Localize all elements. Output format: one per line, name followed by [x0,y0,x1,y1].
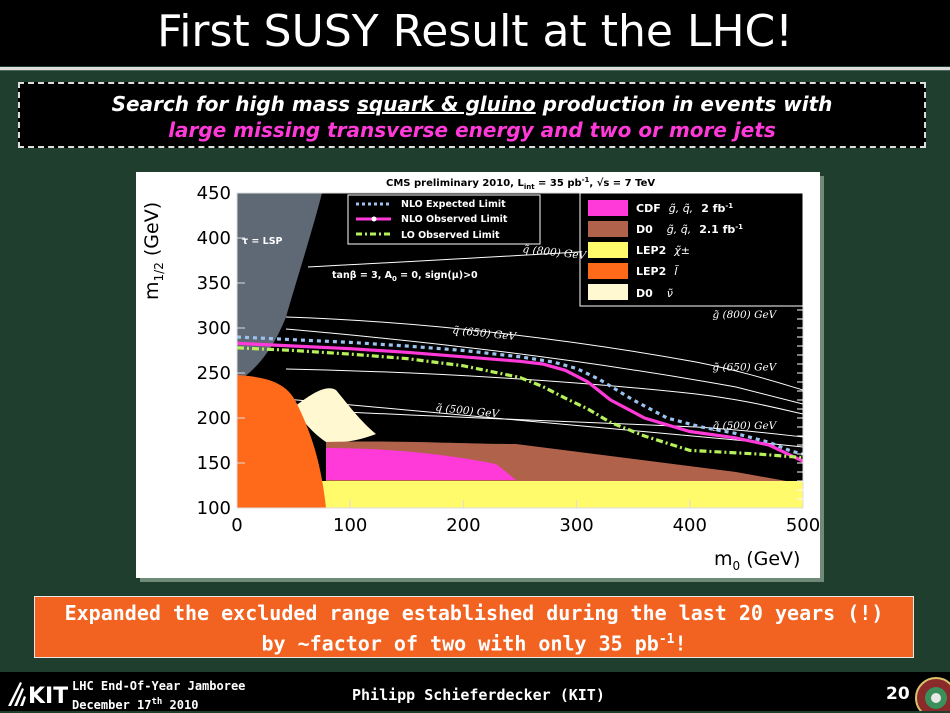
subtitle-line-1-post: production in events with [535,92,833,116]
legend-d0: D0 g̃, q̃, 2.1 fb-1 [636,223,743,236]
conclusion-line-2: by ~factor of two with only 35 pb-1! [261,631,687,656]
legend-lep2-chargino: LEP2 χ̃± [636,244,690,257]
footer-event: LHC End-Of-Year Jamboree December 17th 2… [72,678,245,713]
x-tick-label-5: 500 [786,515,820,536]
iso-squark-650 [285,328,803,405]
title-divider [0,67,950,70]
legend-nlo-observed: NLO Observed Limit [401,214,508,225]
kit-logo-text: KIT [28,684,68,709]
footer: KIT LHC End-Of-Year Jamboree December 17… [0,672,950,713]
footer-author: Philipp Schieferdecker (KIT) [352,686,605,704]
kit-logo: KIT [8,682,68,709]
y-axis-ticks: 100 150 200 250 300 350 400 450 [197,183,245,519]
legend-d0-sneutrino: D0 ν̃ [636,287,673,300]
lep2-chargino-region [237,481,803,508]
footer-event-line-1: LHC End-Of-Year Jamboree [72,679,246,693]
d0-sneutrino-region [294,388,376,443]
iso-mass-label-5: g̃ (500) GeV [712,420,777,432]
subtitle-line-1: Search for high mass squark & gluino pro… [20,92,924,116]
x-tick-label-3: 300 [559,515,593,536]
iso-gluino-500 [285,408,803,438]
subtitle-line-1-underlined: squark & gluino [356,92,536,116]
series-line-0 [237,335,803,456]
x-axis-ticks: 0 100 200 300 400 500 [231,500,820,536]
iso-gluino-650 [285,368,803,415]
plot-frame [236,192,804,509]
exclusion-plot-svg: 0 100 200 300 400 500 10015020025030035040045… [141,176,820,573]
y-tick-label-7: 450 [197,183,231,204]
region-legend: CDF g̃, q̃, 2 fb-1 D0 g̃, q̃, 2.1 fb-1 LEP2 χ… [579,192,804,307]
subtitle-line-1-pre: Search for high mass [111,92,357,116]
exclusion-plot: 0 100 200 300 400 500 100 150 200 250 300 350 400 45… [136,172,820,578]
iso-mass-label-4: g̃ (650) GeV [712,361,777,373]
title-bar: First SUSY Result at the LHC! [0,0,950,66]
x-tick-label-4: 400 [673,515,707,536]
iso-squark-500 [285,398,803,448]
lsp-region [237,193,322,382]
x-tick-label-1: 100 [333,515,367,536]
legend-lo-observed: LO Observed Limit [401,230,500,241]
subtitle-line-2: large missing transverse energy and two … [168,118,776,142]
limit-curves [237,335,803,463]
y-axis-title: m1/2 (GeV) [141,202,166,300]
title-divider-thin [0,70,950,71]
slide-title: First SUSY Result at the LHC! [157,6,793,57]
y-tick-label-3: 250 [197,363,231,384]
model-parameters: tanβ = 3, A0 = 0, sign(μ)>0 [332,270,478,283]
cms-badge-icon [915,677,950,711]
y-tick-label-6: 400 [197,228,231,249]
lsp-label: τ = LSP [242,236,283,247]
iso-mass-label-3: g̃ (800) GeV [712,309,777,321]
footer-event-line-2: December 17th 2010 [72,697,199,712]
conclusion-box: Expanded the excluded range established … [34,596,914,658]
x-tick-label-2: 200 [446,515,480,536]
y-tick-label-0: 100 [197,498,231,519]
series-line-1 [237,341,803,463]
y-tick-label-2: 200 [197,408,231,429]
series-legend: NLO Expected Limit NLO Observed Limit LO… [347,194,541,245]
y-tick-label-5: 350 [197,273,231,294]
chart-title: CMS preliminary 2010, Lint = 35 pb-1, √s… [386,176,655,191]
cdf-squark-gluino-region [326,448,516,480]
page-number: 20 [886,684,910,704]
subtitle-box: Search for high mass squark & gluino pro… [18,82,926,148]
iso-gluino-800 [285,316,803,391]
legend-cdf: CDF g̃, q̃, 2 fb-1 [636,202,733,215]
x-axis-title: m0 (GeV) [714,548,800,573]
lep2-slepton-region [237,375,326,508]
series-line-2 [237,346,803,460]
conclusion-line-1: Expanded the excluded range established … [64,601,884,625]
x-tick-label-0: 0 [231,515,242,536]
y-tick-label-4: 300 [197,318,231,339]
legend-nlo-expected: NLO Expected Limit [401,199,506,210]
plot-regions [237,193,803,508]
legend-lep2-slepton: LEP2 l̃ [636,265,680,278]
y-tick-label-1: 150 [197,453,231,474]
